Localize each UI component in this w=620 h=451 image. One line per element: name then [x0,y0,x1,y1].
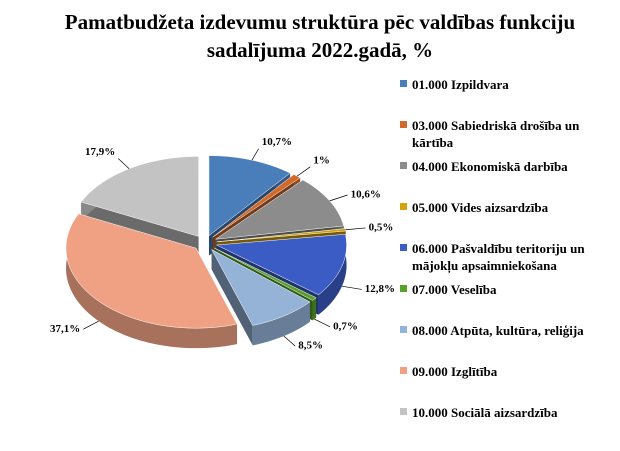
data-label: 0,5% [369,221,394,233]
legend-swatch [400,203,407,210]
pie-slice [216,228,346,243]
pie-slice [215,179,345,240]
data-label: 8,5% [298,340,323,352]
legend-swatch [400,162,407,169]
pie-slice [215,233,347,296]
leader-line [329,194,348,202]
legend-label: 10.000 Sociālā aizsardzība [412,405,558,420]
pie-slice [211,248,311,326]
legend-label: 07.000 Veselība [412,282,497,297]
legend-item: 08.000 Atpūta, kultūra, reliģija [400,322,615,339]
legend-label: 03.000 Sabiedriskā drošība un kārtība [412,118,580,150]
data-label: 12,8% [365,283,395,295]
legend-label: 08.000 Atpūta, kultūra, reliģija [412,323,584,338]
leader-line [341,285,362,290]
data-label: 1% [313,154,330,166]
legend-label: 01.000 Izpildvara [412,77,509,92]
leader-line [83,320,99,330]
data-label: 10,6% [351,189,381,201]
legend-label: 05.000 Vides aizsardzība [412,200,549,215]
legend-item: 10.000 Sociālā aizsardzība [400,404,615,421]
slice-side [318,234,347,315]
slice-side [252,301,310,346]
legend-label: 09.000 Izglītība [412,364,498,379]
legend-item: 01.000 Izpildvara [400,76,615,93]
legend-item: 07.000 Veselība [400,281,615,298]
legend-item: 05.000 Vides aizsardzība [400,199,615,216]
data-label: 10,7% [262,136,292,148]
legend-swatch [400,80,407,87]
leader-line [283,335,296,347]
legend-item: 04.000 Ekonomiskā darbība [400,158,615,175]
legend-swatch [400,408,407,415]
leader-line [345,227,366,231]
legend-swatch [400,326,407,333]
legend-swatch [400,121,407,128]
slice-side [66,213,238,349]
leader-line [296,166,311,177]
legend-item: 09.000 Izglītība [400,363,615,380]
pie-slice [65,213,238,329]
legend-item: 06.000 Pašvaldību teritoriju un mājokļu … [400,240,615,274]
legend-item: 03.000 Sabiedriskā drošība un kārtība [400,117,615,151]
pie-slice [208,155,291,237]
leader-line [251,148,260,161]
data-label: 0,7% [333,320,358,332]
data-label: 17,9% [85,146,115,158]
data-label: 37,1% [50,323,80,335]
leader-line [314,318,331,328]
legend-swatch [400,367,407,374]
slice-side [312,297,317,321]
leader-line [117,158,130,170]
chart-title: Pamatbudžeta izdevumu struktūra pēc vald… [64,10,576,62]
legend-label: 04.000 Ekonomiskā darbība [412,159,568,174]
slice-wall [211,249,253,346]
legend-label: 06.000 Pašvaldību teritoriju un mājokļu … [412,241,585,273]
pie-slice [214,247,317,301]
legend-swatch [400,285,407,292]
legend-swatch [400,244,407,251]
